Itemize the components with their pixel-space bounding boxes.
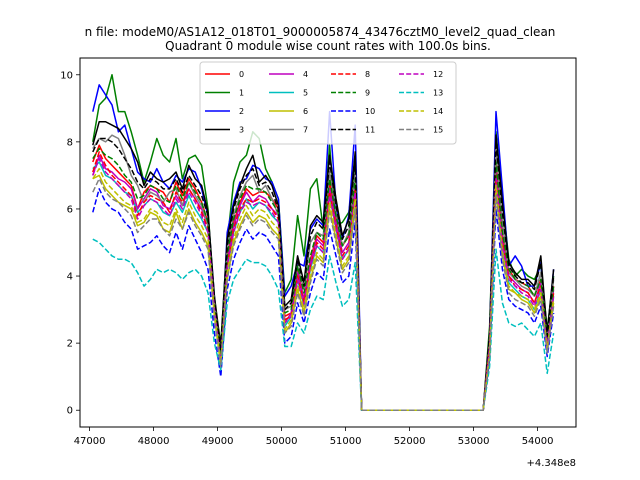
x-axis: 47000 48000 49000 50000 51000 52000 53000 54000 [74,427,554,447]
legend-label-15: 15 [433,126,443,135]
plot-lines [92,74,555,411]
legend-label-8: 8 [365,70,370,79]
legend-label-9: 9 [365,89,370,98]
y-tick-label: 2 [67,339,73,350]
legend-label-7: 7 [303,126,308,135]
legend-label-12: 12 [433,70,443,79]
legend-label-14: 14 [433,107,443,116]
x-tick-label: 52000 [394,436,426,447]
legend-label-13: 13 [433,89,443,98]
legend-label-0: 0 [239,70,244,79]
y-tick-label: 10 [60,70,73,81]
x-tick-label: 51000 [330,436,362,447]
series-line-4 [92,154,555,411]
legend-label-1: 1 [239,89,244,98]
plot-frame [79,57,577,428]
y-axis: 0 2 4 6 8 10 [60,70,80,417]
x-tick-label: 47000 [74,436,106,447]
chart-title: Quadrant 0 module wise count rates with … [165,39,491,53]
series-line-14 [92,167,555,411]
legend-frame [199,61,457,145]
series-line-7 [92,134,555,411]
x-tick-label: 48000 [138,436,170,447]
series-line-13 [92,238,555,411]
figure-suptitle: n file: modeM0/AS1A12_018T01_9000005874_… [85,25,556,39]
x-offset-label: +4.348e8 [526,458,576,469]
series-line-15 [92,178,555,411]
legend-label-3: 3 [239,126,244,135]
x-tick-label: 50000 [266,436,298,447]
legend-label-11: 11 [365,126,375,135]
legend-label-4: 4 [303,70,308,79]
legend-label-10: 10 [365,107,375,116]
y-tick-label: 4 [67,272,73,283]
legend-label-6: 6 [303,107,308,116]
x-tick-label: 54000 [522,436,554,447]
y-tick-label: 6 [67,204,73,215]
series-line-5 [92,161,555,411]
x-tick-label: 53000 [458,436,490,447]
legend-label-5: 5 [303,89,308,98]
x-tick-label: 49000 [202,436,234,447]
y-tick-label: 8 [67,137,73,148]
series-line-0 [92,144,555,411]
y-tick-label: 0 [67,406,73,417]
legend-label-2: 2 [239,107,244,116]
